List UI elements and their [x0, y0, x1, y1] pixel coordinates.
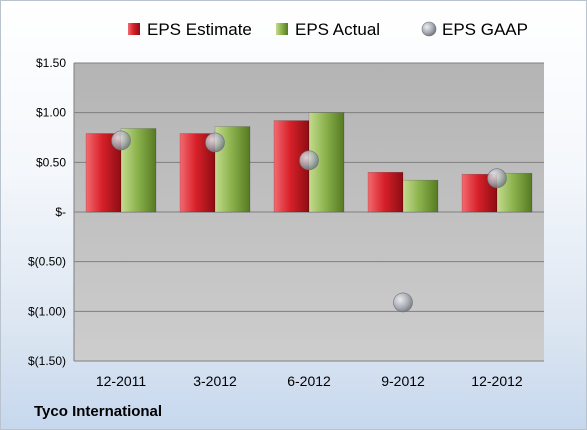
y-tick-label: $0.50 [36, 155, 66, 169]
x-tick-label: 12-2012 [471, 373, 523, 389]
legend-label: EPS GAAP [442, 20, 528, 39]
y-axis-ticks: $1.50 $1.00 $0.50 $- $(0.50) $(1.00) $(1.50) [28, 56, 66, 368]
legend-label: EPS Actual [295, 20, 380, 39]
marker-eps-gaap [205, 132, 225, 153]
marker-eps-gaap [299, 150, 319, 171]
y-tick-label: $1.50 [36, 56, 66, 70]
x-tick-label: 6-2012 [287, 373, 331, 389]
chart-legend: EPS Estimate EPS Actual EPS GAAP [128, 20, 528, 39]
x-tick-label: 3-2012 [193, 373, 237, 389]
y-tick-label: $- [55, 205, 66, 219]
marker-eps-gaap [487, 168, 507, 189]
bars [85, 112, 533, 213]
legend-swatch-eps-actual [276, 23, 288, 35]
legend-swatch-eps-estimate [128, 23, 140, 35]
x-axis-ticks: 12-2011 3-2012 6-2012 9-2012 12-2012 [96, 373, 523, 389]
marker-eps-gaap [393, 292, 413, 313]
y-tick-label: $(0.50) [28, 255, 66, 269]
x-tick-label: 12-2011 [96, 373, 147, 389]
y-tick-label: $(1.00) [28, 304, 66, 318]
gaap-markers [111, 130, 507, 313]
x-tick-label: 9-2012 [381, 373, 425, 389]
marker-eps-gaap [111, 130, 131, 151]
legend-swatch-eps-gaap [421, 21, 437, 37]
company-name: Tyco International [34, 403, 163, 420]
legend-label: EPS Estimate [147, 20, 252, 39]
bar-eps-estimate [367, 171, 404, 213]
bar-eps-actual [402, 179, 439, 213]
y-tick-label: $(1.50) [28, 354, 66, 368]
y-tick-label: $1.00 [36, 106, 66, 120]
